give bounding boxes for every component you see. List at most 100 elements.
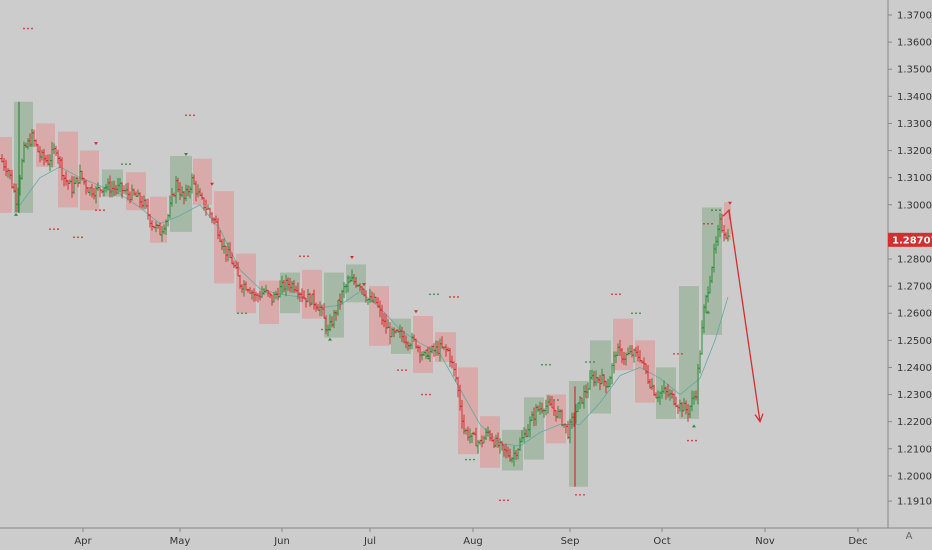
fractal-dot: [695, 439, 697, 442]
x-tick-label: Sep: [561, 536, 580, 547]
fractal-dot: [125, 163, 127, 166]
fractal-dot: [421, 393, 423, 396]
range-box: [280, 272, 300, 314]
fractal-dot: [715, 209, 717, 212]
y-tick-label: 1.22000: [897, 417, 932, 428]
fractal-dot: [711, 209, 713, 212]
range-box: [126, 172, 146, 211]
fractal-dot: [541, 363, 543, 366]
arrow-tail: [722, 208, 731, 220]
fractal-dot: [405, 369, 407, 372]
y-tick-label: 1.34000: [897, 92, 932, 103]
fractal-dot: [707, 222, 709, 225]
range-box: [480, 416, 500, 468]
arrow-head: [754, 413, 764, 424]
fractal-dot: [575, 493, 577, 496]
fractal-arrow: [328, 337, 332, 341]
fractal-dot: [121, 163, 123, 166]
fractal-dot: [99, 209, 101, 212]
range-box: [324, 272, 344, 338]
fractal-dot: [303, 255, 305, 258]
fractal-dot: [549, 399, 551, 401]
fractal-dot: [611, 293, 613, 296]
fractal-dot: [553, 399, 555, 401]
fractal-dot: [193, 114, 195, 117]
x-tick-label: Nov: [755, 536, 775, 547]
fractal-arrow: [350, 256, 354, 259]
candle: [726, 229, 730, 242]
fractal-dot: [457, 296, 459, 298]
fractal-dot: [465, 458, 467, 461]
fractal-dot: [631, 312, 633, 315]
fractal-dot: [703, 222, 705, 225]
fractal-dot: [49, 228, 51, 231]
x-tick-label: Jul: [363, 536, 376, 547]
fractal-dot: [719, 209, 721, 212]
y-tick-label: 1.19100: [897, 497, 932, 508]
fractal-dot: [557, 399, 559, 401]
fractal-dot: [429, 393, 431, 396]
y-tick-label: 1.28000: [897, 255, 932, 266]
y-tick-label: 1.36000: [897, 38, 932, 49]
fractal-dot: [347, 277, 349, 279]
range-box: [58, 131, 78, 208]
candle: [146, 198, 150, 220]
y-tick-label: 1.37000: [897, 11, 932, 22]
fractal-dot: [687, 439, 689, 442]
fractal-dot: [619, 293, 621, 296]
range-box: [724, 202, 731, 241]
fractal-dot: [425, 393, 427, 396]
fractal-dot: [245, 312, 247, 315]
fractal-dot: [77, 236, 79, 239]
weekly-range-boxes: [0, 101, 731, 487]
x-tick-label: Jun: [273, 536, 290, 547]
fractal-arrow: [728, 201, 732, 205]
fractal-dot: [237, 312, 239, 315]
fractal-dot: [677, 352, 679, 355]
fractal-dot: [473, 458, 475, 461]
time-axis: Apr May Jun Jul Aug Sep Oct Nov Dec: [74, 528, 868, 547]
y-tick-label: 1.26000: [897, 309, 932, 320]
fractal-dot: [545, 363, 547, 366]
fractal-dot: [307, 255, 309, 258]
fractal-dot: [673, 352, 675, 355]
fractal-dot: [635, 312, 637, 315]
fractal-dot: [321, 328, 323, 331]
fractal-dot: [593, 361, 595, 363]
y-tick-label: 1.23000: [897, 390, 932, 401]
fractal-dot: [585, 361, 587, 363]
fractal-dot: [95, 209, 97, 212]
fractal-dot: [355, 277, 357, 279]
fractal-dot: [31, 27, 33, 30]
y-tick-label: 1.24000: [897, 363, 932, 374]
range-box: [150, 196, 167, 243]
range-box: [524, 397, 544, 460]
y-tick-label: 1.21000: [897, 444, 932, 455]
projection-arrow: [722, 208, 764, 424]
fractal-dot: [429, 293, 431, 296]
y-tick-label: 1.32000: [897, 146, 932, 157]
fractal-dot: [691, 439, 693, 442]
fractal-dot: [189, 114, 191, 117]
fractal-dot: [325, 328, 327, 331]
fractal-arrow: [706, 310, 710, 314]
fractal-dot: [397, 369, 399, 372]
y-tick-label: 1.33000: [897, 119, 932, 130]
fractal-dot: [499, 499, 501, 502]
fractal-dot: [401, 369, 403, 372]
fractal-dot: [615, 293, 617, 296]
fractal-dot: [241, 312, 243, 315]
x-tick-label: Apr: [74, 536, 92, 547]
y-tick-label: 1.20000: [897, 471, 932, 482]
fractal-dot: [711, 222, 713, 225]
fractal-arrow: [184, 152, 188, 156]
fractal-dot: [503, 499, 505, 502]
fractal-arrow: [426, 353, 430, 357]
fractal-dot: [57, 228, 59, 231]
fractal-dot: [549, 363, 551, 366]
auto-scale-button[interactable]: A: [905, 531, 913, 542]
fractal-arrow: [414, 310, 418, 314]
fractal-arrow: [362, 283, 366, 287]
y-tick-label: 1.25000: [897, 336, 932, 347]
